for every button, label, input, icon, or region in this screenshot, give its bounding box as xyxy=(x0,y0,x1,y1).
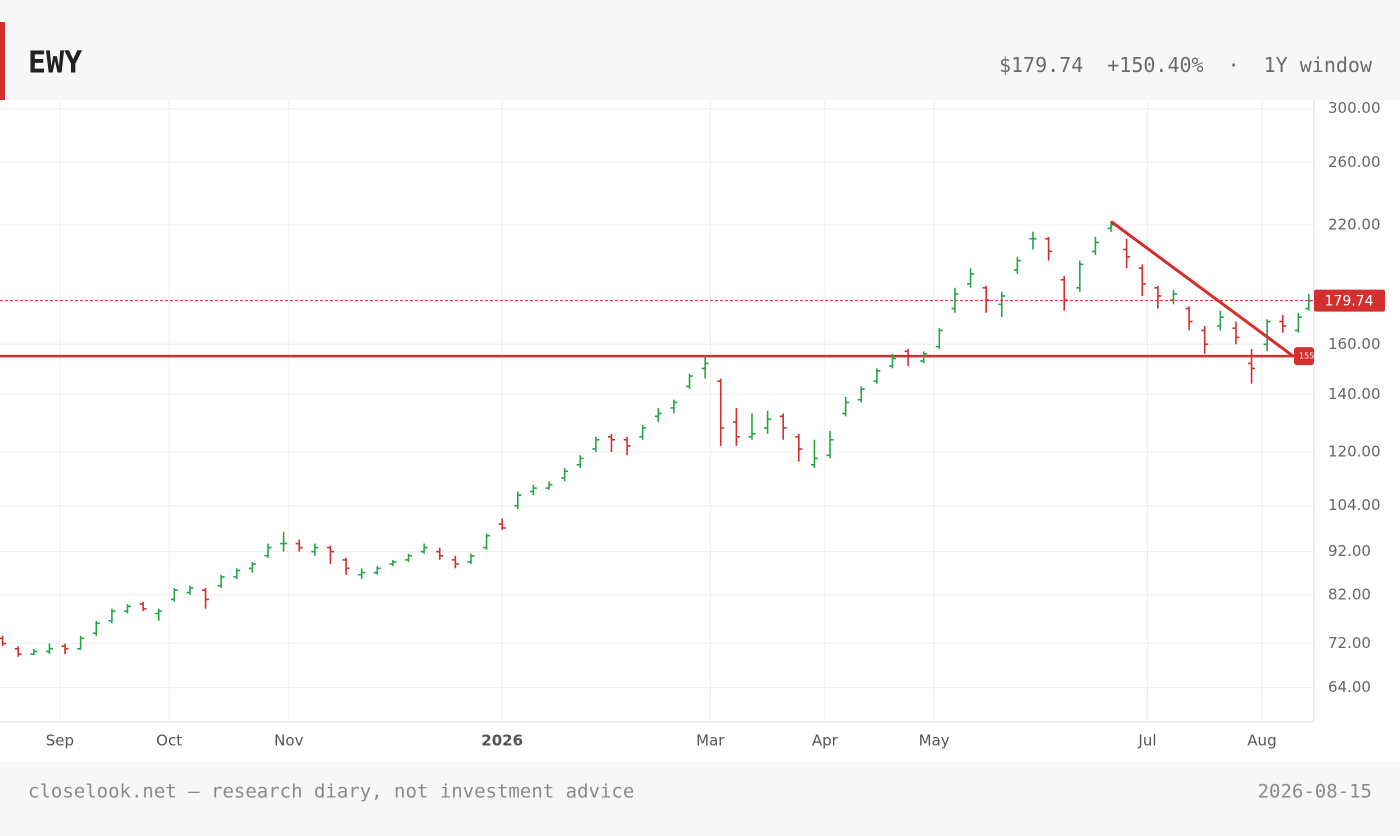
support-badge xyxy=(1294,347,1314,366)
y-tick-label: 220.00 xyxy=(1328,215,1381,233)
last-price-badge xyxy=(1314,289,1385,312)
y-tick-label: 64.00 xyxy=(1328,678,1371,696)
header-bg xyxy=(0,0,1400,100)
x-tick-label: Oct xyxy=(156,732,182,750)
y-tick-label: 300.00 xyxy=(1328,99,1381,117)
y-tick-label: 260.00 xyxy=(1328,153,1381,171)
x-tick-label: May xyxy=(919,732,950,750)
x-tick-label: Mar xyxy=(696,732,725,750)
y-tick-label: 160.00 xyxy=(1328,335,1381,353)
footer-source: closelook.net — research diary, not inve… xyxy=(28,781,634,803)
y-tick-label: 120.00 xyxy=(1328,443,1381,461)
y-tick-label: 82.00 xyxy=(1328,585,1371,603)
price: $179.74 xyxy=(999,53,1083,77)
support-label: 155 xyxy=(1299,352,1314,361)
footer-date: 2026-08-15 xyxy=(1258,781,1372,803)
x-tick-label: 2026 xyxy=(481,732,523,750)
x-tick-label: Apr xyxy=(812,732,839,750)
footer-bg xyxy=(0,762,1400,836)
trendline xyxy=(1110,220,1295,358)
y-tick-label: 104.00 xyxy=(1328,496,1381,514)
accent-bar xyxy=(0,22,5,100)
change: +150.40% xyxy=(1107,53,1203,77)
x-tick-label: Aug xyxy=(1247,732,1276,750)
header-stats: $179.74 +150.40% · 1Y window xyxy=(999,53,1373,77)
x-tick-label: Jul xyxy=(1137,732,1156,750)
symbol: EWY xyxy=(28,46,82,81)
x-tick-label: Sep xyxy=(46,732,74,750)
window: 1Y window xyxy=(1264,53,1373,77)
x-tick-label: Nov xyxy=(274,732,303,750)
last-price-label: 179.74 xyxy=(1325,294,1374,310)
separator: · xyxy=(1228,53,1240,77)
y-tick-label: 92.00 xyxy=(1328,542,1371,560)
y-tick-label: 72.00 xyxy=(1328,634,1371,652)
y-tick-label: 140.00 xyxy=(1328,385,1381,403)
